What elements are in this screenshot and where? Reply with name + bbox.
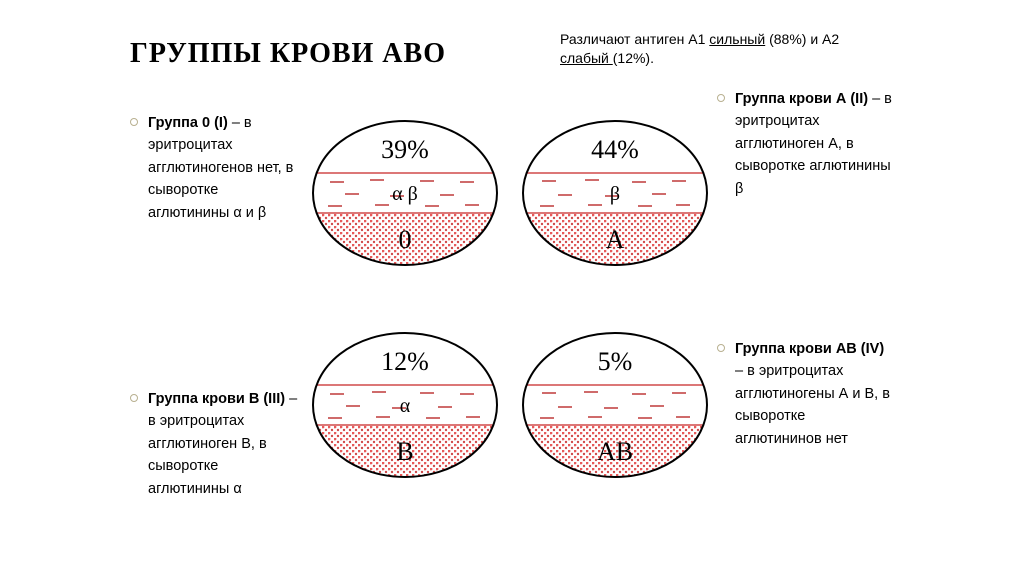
note-strong: сильный: [709, 31, 765, 47]
oval-0-mid: α β: [392, 183, 418, 205]
oval-a-pct: 44%: [591, 135, 639, 164]
oval-group-ab: 5% АВ: [520, 330, 710, 480]
group-ab-bold: Группа крови АВ (IV): [735, 341, 884, 357]
antigen-note: Различают антиген А1 сильный (88%) и А2 …: [560, 30, 840, 68]
page-title: ГРУППЫ КРОВИ АВО: [130, 38, 446, 70]
bullet-icon: [717, 94, 725, 102]
group-b-bold: Группа крови В (III): [148, 391, 285, 407]
oval-ab-pct: 5%: [598, 347, 633, 376]
oval-group-b: 12% α В: [310, 330, 500, 480]
oval-ab-bottom: АВ: [597, 437, 633, 466]
note-weak: слабый: [560, 50, 613, 66]
bullet-icon: [717, 344, 725, 352]
bullet-icon: [130, 394, 138, 402]
oval-group-a: 44% β А: [520, 118, 710, 268]
oval-b-pct: 12%: [381, 347, 429, 376]
bullet-icon: [130, 118, 138, 126]
group-b-text: Группа крови В (III) – в эритроцитах агг…: [148, 388, 298, 500]
oval-group-0: 39% α β 0: [310, 118, 500, 268]
note-prefix: Различают антиген А1: [560, 31, 709, 47]
oval-a-mid: β: [610, 183, 620, 205]
group-0-text: Группа 0 (I) – в эритроцитах агглютиноге…: [148, 112, 298, 224]
group-a-text: Группа крови А (II) – в эритроцитах аггл…: [735, 88, 895, 200]
group-0-bold: Группа 0 (I): [148, 115, 228, 131]
oval-0-pct: 39%: [381, 135, 429, 164]
group-ab-rest: – в эритроцитах агглютиногены А и В, в с…: [735, 363, 890, 446]
oval-a-bottom: А: [606, 225, 625, 254]
note-strong-pct: (88%) и А2: [765, 31, 839, 47]
group-a-bold: Группа крови А (II): [735, 91, 868, 107]
group-ab-text: Группа крови АВ (IV) – в эритроцитах агг…: [735, 338, 895, 450]
oval-b-mid: α: [400, 395, 411, 417]
oval-b-bottom: В: [396, 437, 413, 466]
note-weak-pct: (12%).: [613, 50, 654, 66]
oval-0-bottom: 0: [399, 225, 412, 254]
